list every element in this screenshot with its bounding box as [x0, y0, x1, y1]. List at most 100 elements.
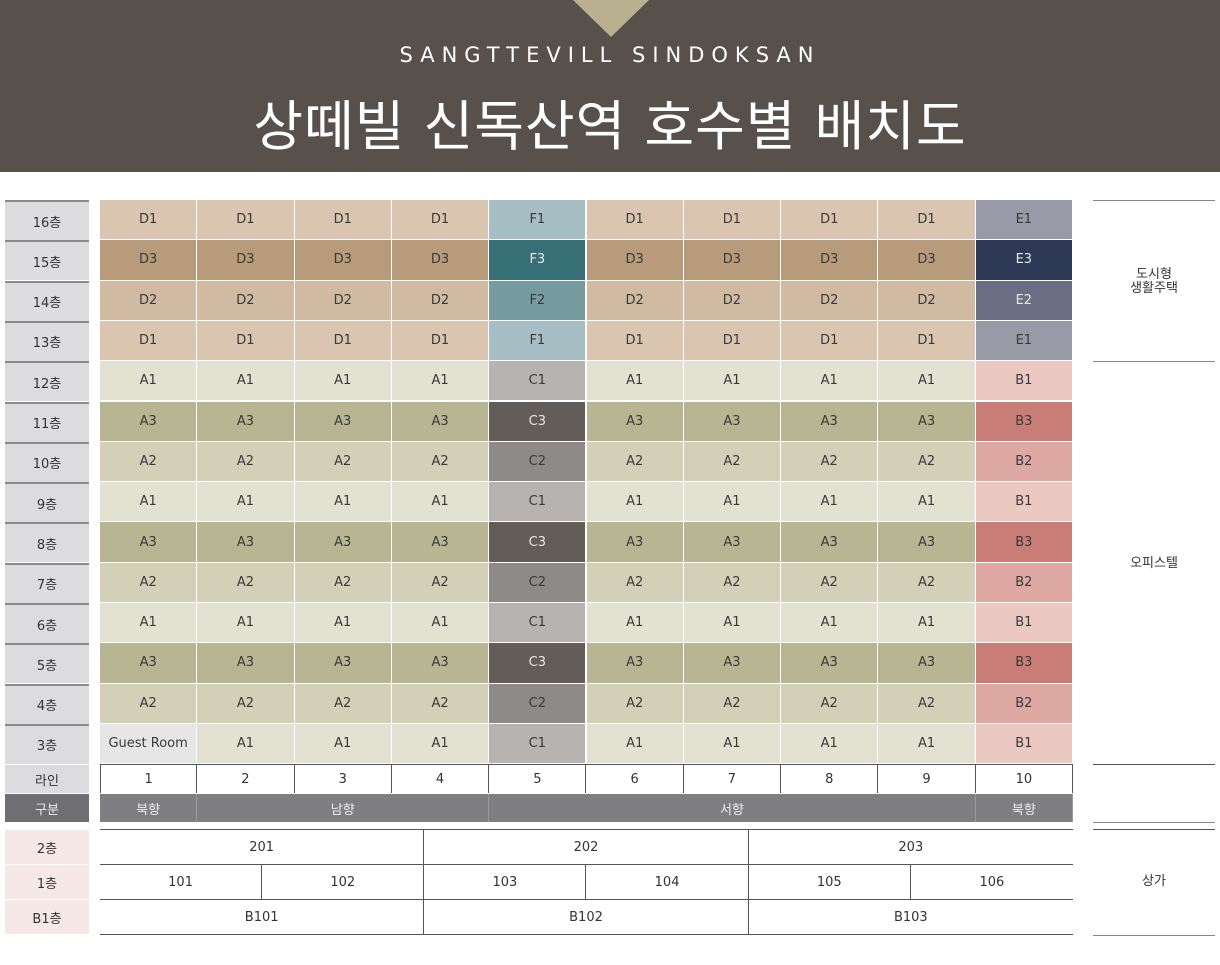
- unit-cell: A2: [586, 562, 684, 603]
- unit-cell: A2: [586, 441, 684, 483]
- unit-cell: A2: [878, 441, 976, 483]
- unit-cell: A1: [781, 361, 879, 402]
- unit-cell: A2: [294, 441, 392, 483]
- floor-label: 7층: [5, 562, 89, 603]
- line-number: 7: [684, 765, 782, 794]
- commercial-unit: 103: [424, 865, 587, 899]
- category-label: 도시형 생활주택: [1093, 200, 1215, 362]
- unit-cell: D3: [878, 240, 976, 281]
- unit-cell: C1: [489, 361, 587, 402]
- unit-cell: D3: [197, 240, 295, 281]
- header-subtitle: SANGTTEVILL SINDOKSAN: [399, 43, 821, 67]
- unit-cell: A1: [878, 482, 976, 523]
- header-title: 상떼빌 신독산역 호수별 배치도: [253, 95, 967, 158]
- unit-cell: D1: [781, 200, 879, 241]
- unit-cell: D3: [586, 240, 684, 281]
- unit-cell: A1: [586, 482, 684, 523]
- unit-cell: A1: [878, 603, 976, 644]
- unit-cell: A1: [294, 603, 392, 644]
- divider: [100, 829, 1073, 830]
- floor-label: 12층: [5, 361, 89, 402]
- unit-cell: D1: [197, 320, 295, 362]
- unit-cell: D3: [294, 240, 392, 281]
- unit-cell: A3: [391, 522, 490, 563]
- divider: [100, 864, 1073, 865]
- commercial-unit: 102: [262, 865, 425, 899]
- unit-cell: A2: [683, 683, 782, 724]
- unit-cell: A1: [683, 482, 782, 523]
- line-number: 9: [878, 765, 976, 794]
- unit-cell: D1: [878, 320, 976, 362]
- unit-cell: A2: [781, 441, 879, 483]
- unit-cell: A1: [294, 361, 392, 402]
- unit-cell: D1: [781, 320, 879, 362]
- commercial-unit: B102: [424, 900, 749, 934]
- unit-cell: A3: [878, 401, 976, 442]
- unit-cell: A3: [391, 401, 490, 442]
- unit-cell: D1: [683, 320, 782, 362]
- unit-cell: A3: [683, 643, 782, 684]
- divider: [100, 899, 1073, 900]
- direction-group: 남향: [197, 794, 490, 823]
- unit-cell: C3: [489, 522, 587, 563]
- commercial-unit: B103: [893, 909, 928, 925]
- unit-cell: Guest Room: [100, 723, 198, 765]
- unit-cell: A2: [100, 683, 198, 724]
- unit-cell: B3: [975, 643, 1073, 684]
- unit-cell: E2: [975, 280, 1073, 321]
- unit-cell: A3: [100, 401, 198, 442]
- floor-label: 11층: [5, 401, 89, 442]
- unit-cell: D2: [683, 280, 782, 321]
- line-number: 2: [197, 765, 295, 794]
- unit-cell: A3: [586, 401, 684, 442]
- unit-cell: A1: [391, 603, 490, 644]
- unit-cell: D2: [294, 280, 392, 321]
- line-number: 1: [100, 765, 198, 794]
- direction-group: 북향: [100, 794, 198, 823]
- unit-cell: A1: [197, 723, 295, 765]
- unit-cell: F1: [489, 200, 587, 241]
- divider: [100, 934, 1073, 935]
- unit-cell: A1: [781, 482, 879, 523]
- divider: [1093, 764, 1215, 766]
- unit-cell: A3: [781, 522, 879, 563]
- unit-cell: A2: [878, 562, 976, 603]
- unit-cell: E1: [975, 200, 1073, 241]
- unit-cell: A2: [781, 683, 879, 724]
- commercial-unit: 104: [587, 865, 749, 899]
- unit-cell: A3: [586, 643, 684, 684]
- line-number: 6: [587, 765, 684, 794]
- unit-cell: A2: [391, 562, 490, 603]
- unit-cell: A3: [294, 643, 392, 684]
- unit-cell: A2: [197, 562, 295, 603]
- line-number: 4: [392, 765, 490, 794]
- unit-cell: D3: [100, 240, 198, 281]
- unit-cell: C1: [489, 603, 587, 644]
- unit-cell: B3: [975, 401, 1073, 442]
- floor-label: 15층: [5, 240, 89, 281]
- unit-cell: B1: [975, 723, 1073, 765]
- commercial-unit: 201: [100, 830, 425, 864]
- header: SANGTTEVILL SINDOKSAN 상떼빌 신독산역 호수별 배치도: [0, 0, 1220, 172]
- unit-cell: A3: [100, 522, 198, 563]
- unit-cell: A1: [294, 482, 392, 523]
- commercial-floor-label: 2층: [5, 830, 89, 864]
- line-number: 3: [295, 765, 392, 794]
- unit-cell: A3: [100, 643, 198, 684]
- commercial-unit: B101: [100, 900, 425, 934]
- commercial-category: 상가: [1142, 874, 1166, 889]
- direction-group: 서향: [489, 794, 976, 823]
- unit-cell: A3: [683, 401, 782, 442]
- floor-label: 6층: [5, 603, 89, 643]
- commercial-floor-label: 1층: [5, 865, 89, 899]
- divider: [1093, 829, 1215, 830]
- unit-cell: D1: [391, 200, 490, 241]
- unit-cell: A1: [683, 723, 782, 765]
- unit-cell: A1: [391, 723, 490, 765]
- unit-cell: A2: [294, 562, 392, 603]
- unit-cell: A2: [294, 683, 392, 724]
- divider: [100, 764, 1073, 766]
- unit-cell: A3: [294, 401, 392, 442]
- unit-cell: A3: [197, 522, 295, 563]
- unit-cell: A1: [586, 361, 684, 402]
